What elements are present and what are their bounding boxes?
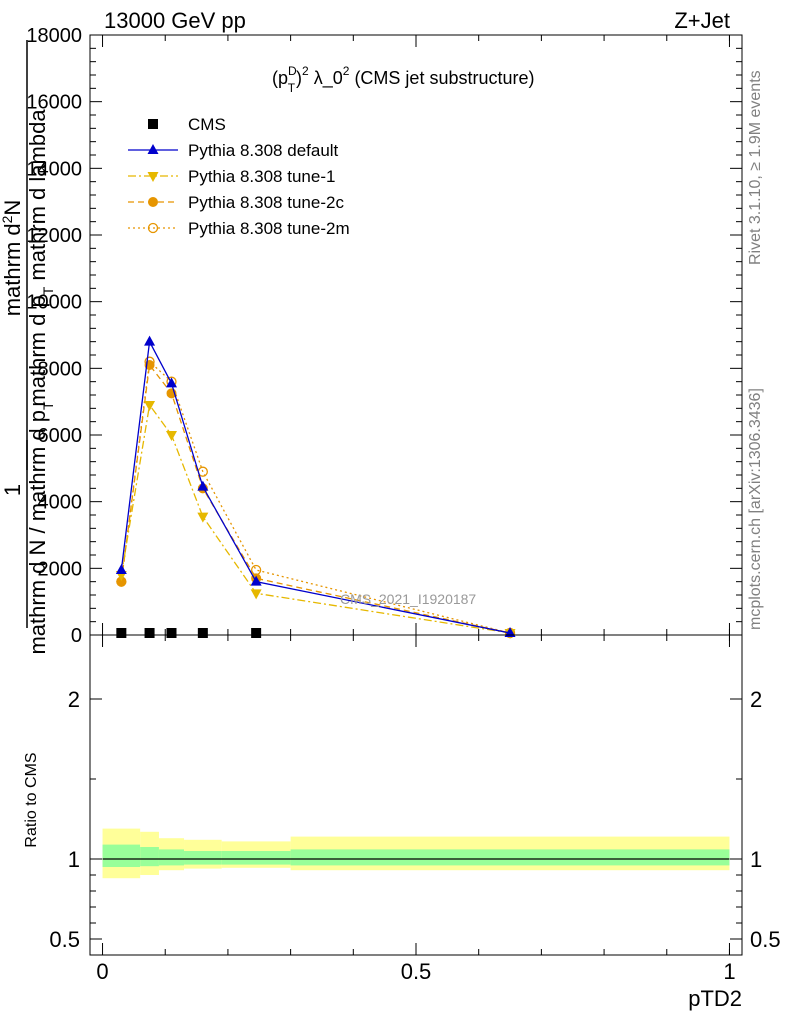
legend-label-tune2m: Pythia 8.308 tune-2m — [188, 219, 350, 238]
series-line-default — [120, 339, 511, 634]
ratio-plot: 0.5 0.5 1 1 2 2 0 0.5 1 Ratio to CMS pTD2 — [23, 634, 781, 1011]
main-ytick-label: 14000 — [26, 158, 82, 180]
legend: CMS Pythia 8.308 default Pythia 8.308 tune… — [128, 115, 350, 238]
main-ytick-label: 8000 — [38, 358, 83, 380]
point-cms — [197, 628, 208, 638]
ratio-ytick-label: 1 — [68, 847, 80, 872]
main-plot: 0 2000 4000 6000 8000 10000 12000 14000 16000 180… — [26, 25, 743, 647]
main-ytick-label: 12000 — [26, 225, 82, 247]
main-ytick-label: 18000 — [26, 25, 82, 47]
point-cms — [166, 628, 177, 638]
legend-label-default: Pythia 8.308 default — [188, 141, 339, 160]
main-y-label: mathrm d2N mathrm d pT mathrm d lambda 1… — [0, 40, 56, 655]
ratio-ytick-label: 2 — [68, 687, 80, 712]
y-label-numer: mathrm d2N — [0, 200, 25, 317]
main-ytick-label: 16000 — [26, 92, 82, 114]
legend-label-tune2c: Pythia 8.308 tune-2c — [188, 193, 344, 212]
ratio-band-inner — [221, 851, 291, 865]
ratio-band-inner — [184, 851, 222, 865]
ratio-band-inner — [140, 847, 159, 867]
point-cms — [251, 628, 262, 638]
point-cms — [144, 628, 155, 638]
main-ytick-label: 0 — [71, 625, 82, 647]
point-tune1 — [144, 401, 156, 411]
main-ytick-label: 6000 — [38, 425, 83, 447]
point-default — [144, 335, 156, 346]
point-tune1 — [166, 431, 177, 441]
main-ytick-label: 4000 — [38, 492, 83, 514]
ratio-ytick-label-right: 2 — [750, 687, 762, 712]
ratio-ytick-label: 0.5 — [49, 927, 80, 952]
main-ytick-label: 2000 — [38, 558, 83, 580]
main-ytick-label: 10000 — [26, 292, 82, 314]
ratio-band-inner — [158, 849, 185, 866]
ratio-ytick-label-right: 1 — [750, 847, 762, 872]
point-default — [250, 575, 262, 586]
ratio-ticks: 0.5 0.5 1 1 2 2 0 0.5 1 — [49, 635, 781, 984]
ratio-plot-frame — [89, 634, 743, 956]
mcplots-label: mcplots.cern.ch [arXiv:1306.3436] — [747, 388, 764, 630]
legend-label-cms: CMS — [188, 115, 226, 134]
ratio-xtick-label: 0.5 — [401, 959, 432, 984]
y-label-one: 1 — [0, 484, 25, 496]
point-default — [197, 480, 209, 491]
ratio-band-inner — [290, 849, 730, 866]
rivet-label: Rivet 3.1.10, ≥ 1.9M events — [747, 70, 764, 265]
main-y-ticks: 0 2000 4000 6000 8000 10000 12000 14000 16000 180… — [26, 25, 742, 647]
point-default — [115, 564, 127, 574]
legend-marker-tune1 — [147, 172, 159, 182]
point-cms — [116, 628, 127, 638]
series-line-tune1 — [120, 403, 511, 634]
legend-label-tune1: Pythia 8.308 tune-1 — [188, 167, 335, 186]
x-axis-label: pTD2 — [688, 986, 742, 1011]
point-tune1 — [197, 512, 209, 523]
ratio-xtick-label: 0 — [96, 959, 108, 984]
header-right: Z+Jet — [674, 8, 730, 33]
legend-marker-tune2c — [148, 197, 158, 207]
ratio-bands — [102, 828, 730, 879]
point-default — [166, 377, 177, 388]
ratio-xtick-label: 1 — [723, 959, 735, 984]
point-tune1 — [250, 589, 262, 600]
main-title: (pD T)2 λ_02 (CMS jet substructure) — [272, 64, 534, 95]
legend-marker-default — [147, 144, 159, 154]
header-left: 13000 GeV pp — [104, 8, 246, 33]
legend-marker-cms — [148, 119, 158, 129]
ratio-ytick-label-right: 0.5 — [750, 927, 781, 952]
legend-marker-tune2m — [147, 222, 159, 234]
watermark: CMS_2021_I1920187 — [340, 591, 476, 607]
point-tune2c — [116, 576, 127, 587]
ratio-band-inner — [102, 844, 141, 867]
ratio-y-label: Ratio to CMS — [23, 752, 40, 847]
